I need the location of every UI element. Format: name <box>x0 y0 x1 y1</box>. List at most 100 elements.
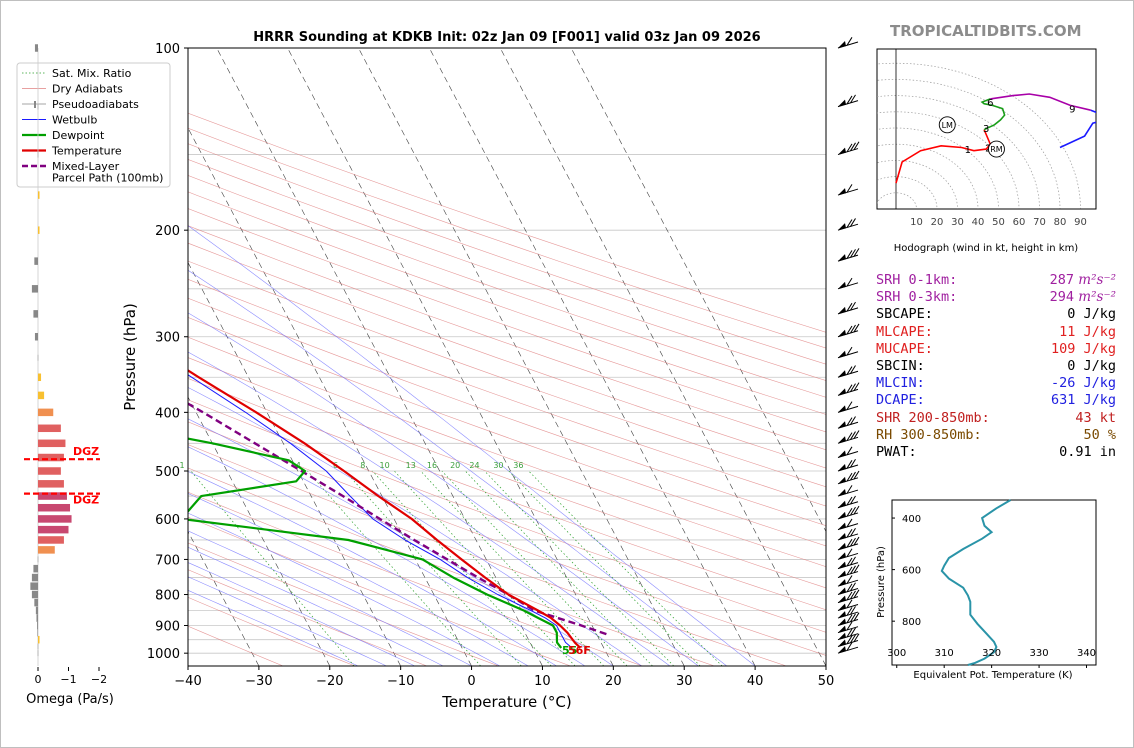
y-tick-label: 500 <box>155 465 180 480</box>
isotherm-line <box>570 48 826 533</box>
dry-adiabat <box>188 127 826 349</box>
x-tick-label: 30 <box>676 674 693 689</box>
wind-barb-feather <box>853 589 860 599</box>
wind-barb <box>837 495 859 509</box>
y-tick-label: 900 <box>155 619 180 634</box>
dry-adiabat <box>188 378 826 611</box>
wind-barb-pennant <box>838 41 846 48</box>
omega-x-tick-label: 0 <box>35 673 42 686</box>
moist-adiabat <box>188 590 359 666</box>
legend-label: Pseudoadiabats <box>52 98 139 111</box>
wind-barb-feather <box>846 635 853 645</box>
omega-bar <box>38 424 61 433</box>
wind-barb-pennant <box>838 587 846 595</box>
mixing-ratio-label: 20 <box>450 461 460 470</box>
param-unit: % <box>1099 426 1116 443</box>
wind-barb-pennant <box>838 388 846 396</box>
wind-barb-pennant <box>838 511 846 519</box>
omega-bar <box>38 515 72 523</box>
param-row: MUCAPE: 109 J/kg <box>876 341 1116 358</box>
wind-barb-pennant <box>838 329 846 337</box>
wind-barb <box>837 548 859 560</box>
legend-label: Parcel Path (100mb) <box>52 172 163 185</box>
wind-barb-pennant <box>838 436 846 444</box>
x-tick-label: −10 <box>387 674 414 689</box>
mixing-ratio-label: 8 <box>360 461 365 470</box>
wind-barb-pennant <box>838 639 846 647</box>
wind-barb-feather <box>853 505 860 515</box>
omega-x-tick-label: −1 <box>60 673 76 686</box>
omega-bar <box>30 582 38 590</box>
wind-barb-feather <box>846 548 853 557</box>
wind-barb-feather <box>846 591 853 601</box>
wind-barb-feather <box>850 416 856 425</box>
wind-barb-feather <box>850 565 856 575</box>
omega-x-tick-label: −2 <box>91 673 107 686</box>
wind-barb <box>837 505 860 520</box>
param-number: 287 <box>1049 272 1075 288</box>
theta-e-y-axis-label: Pressure (hPa) <box>876 546 887 618</box>
wind-barb-feather <box>846 557 853 567</box>
x-tick-label: 50 <box>818 674 835 689</box>
mixing-ratio-label: 16 <box>427 461 437 470</box>
dry-adiabat <box>188 175 826 398</box>
omega-bar <box>38 408 54 417</box>
wind-barb <box>837 485 859 497</box>
wind-barb-feather <box>846 528 853 538</box>
wind-barb-pennant <box>838 552 846 560</box>
param-row: SRH 0-3km: 294 m²s⁻² <box>876 289 1116 306</box>
sounding-parameters: SRH 0-1km: 287 m²s⁻² SRH 0-3km: 294 m²s⁻² SB… <box>876 272 1116 461</box>
param-value: 287 m²s⁻² <box>1050 272 1116 289</box>
skewt-y-axis-label: Pressure (hPa) <box>121 303 139 411</box>
mixing-ratio-label: 1 <box>179 461 184 470</box>
wind-barb-feather <box>850 582 856 592</box>
wind-barb-feather <box>850 458 856 468</box>
dry-adiabat <box>188 143 826 365</box>
wind-barb-feather <box>850 301 856 311</box>
legend-label: Temperature <box>51 145 122 158</box>
skewt-plot-frame <box>187 47 827 667</box>
omega-bar <box>38 635 40 644</box>
wind-barb <box>837 301 859 315</box>
omega-bar <box>38 492 67 500</box>
param-unit: J/kg <box>1075 375 1116 392</box>
wind-barb-pennant <box>838 579 846 587</box>
theta-e-x-tick-label: 310 <box>935 648 954 659</box>
mixing-ratio-line <box>420 470 605 666</box>
param-label: PWAT: <box>876 443 917 460</box>
moist-adiabat <box>188 493 529 666</box>
wind-barb-pennant <box>838 618 846 626</box>
x-tick-label: 0 <box>467 674 475 689</box>
isotherm-line <box>499 48 826 666</box>
wind-barb <box>837 556 859 570</box>
param-number: 294 <box>1049 289 1075 306</box>
omega-bar <box>33 564 38 573</box>
wind-barb-feather <box>846 607 853 616</box>
isotherm-line <box>216 48 543 666</box>
theta-e-line <box>940 499 1012 666</box>
param-number: 50 <box>1083 426 1100 443</box>
wind-barb-pennant <box>838 570 846 578</box>
wind-barb-pennant <box>838 281 846 289</box>
wind-barb <box>837 446 859 458</box>
param-unit: kt <box>1091 409 1116 426</box>
wind-barb-feather <box>846 37 853 46</box>
surface-dewpoint-label: 55 <box>562 644 577 657</box>
y-tick-label: 300 <box>155 331 180 346</box>
moist-adiabat <box>188 530 472 666</box>
param-unit: m²s⁻² <box>1074 289 1116 306</box>
theta-e-y-tick-label: 800 <box>902 617 921 628</box>
wind-barb-feather <box>850 634 856 644</box>
wind-barb-feather <box>853 141 860 151</box>
theta-e-x-tick-label: 300 <box>887 648 906 659</box>
hodograph-ring-label: 10 <box>910 217 923 228</box>
wind-barb <box>837 470 860 485</box>
wind-barb-pennant <box>838 542 846 550</box>
wind-barb-feather <box>846 485 853 494</box>
dgz-label: DGZ <box>73 494 99 507</box>
param-row: PWAT: 0.91 in <box>876 444 1116 461</box>
param-number: -26 <box>1050 375 1076 392</box>
omega-bar <box>38 525 69 534</box>
legend-box <box>16 62 171 188</box>
wind-barb-pennant <box>838 632 846 640</box>
